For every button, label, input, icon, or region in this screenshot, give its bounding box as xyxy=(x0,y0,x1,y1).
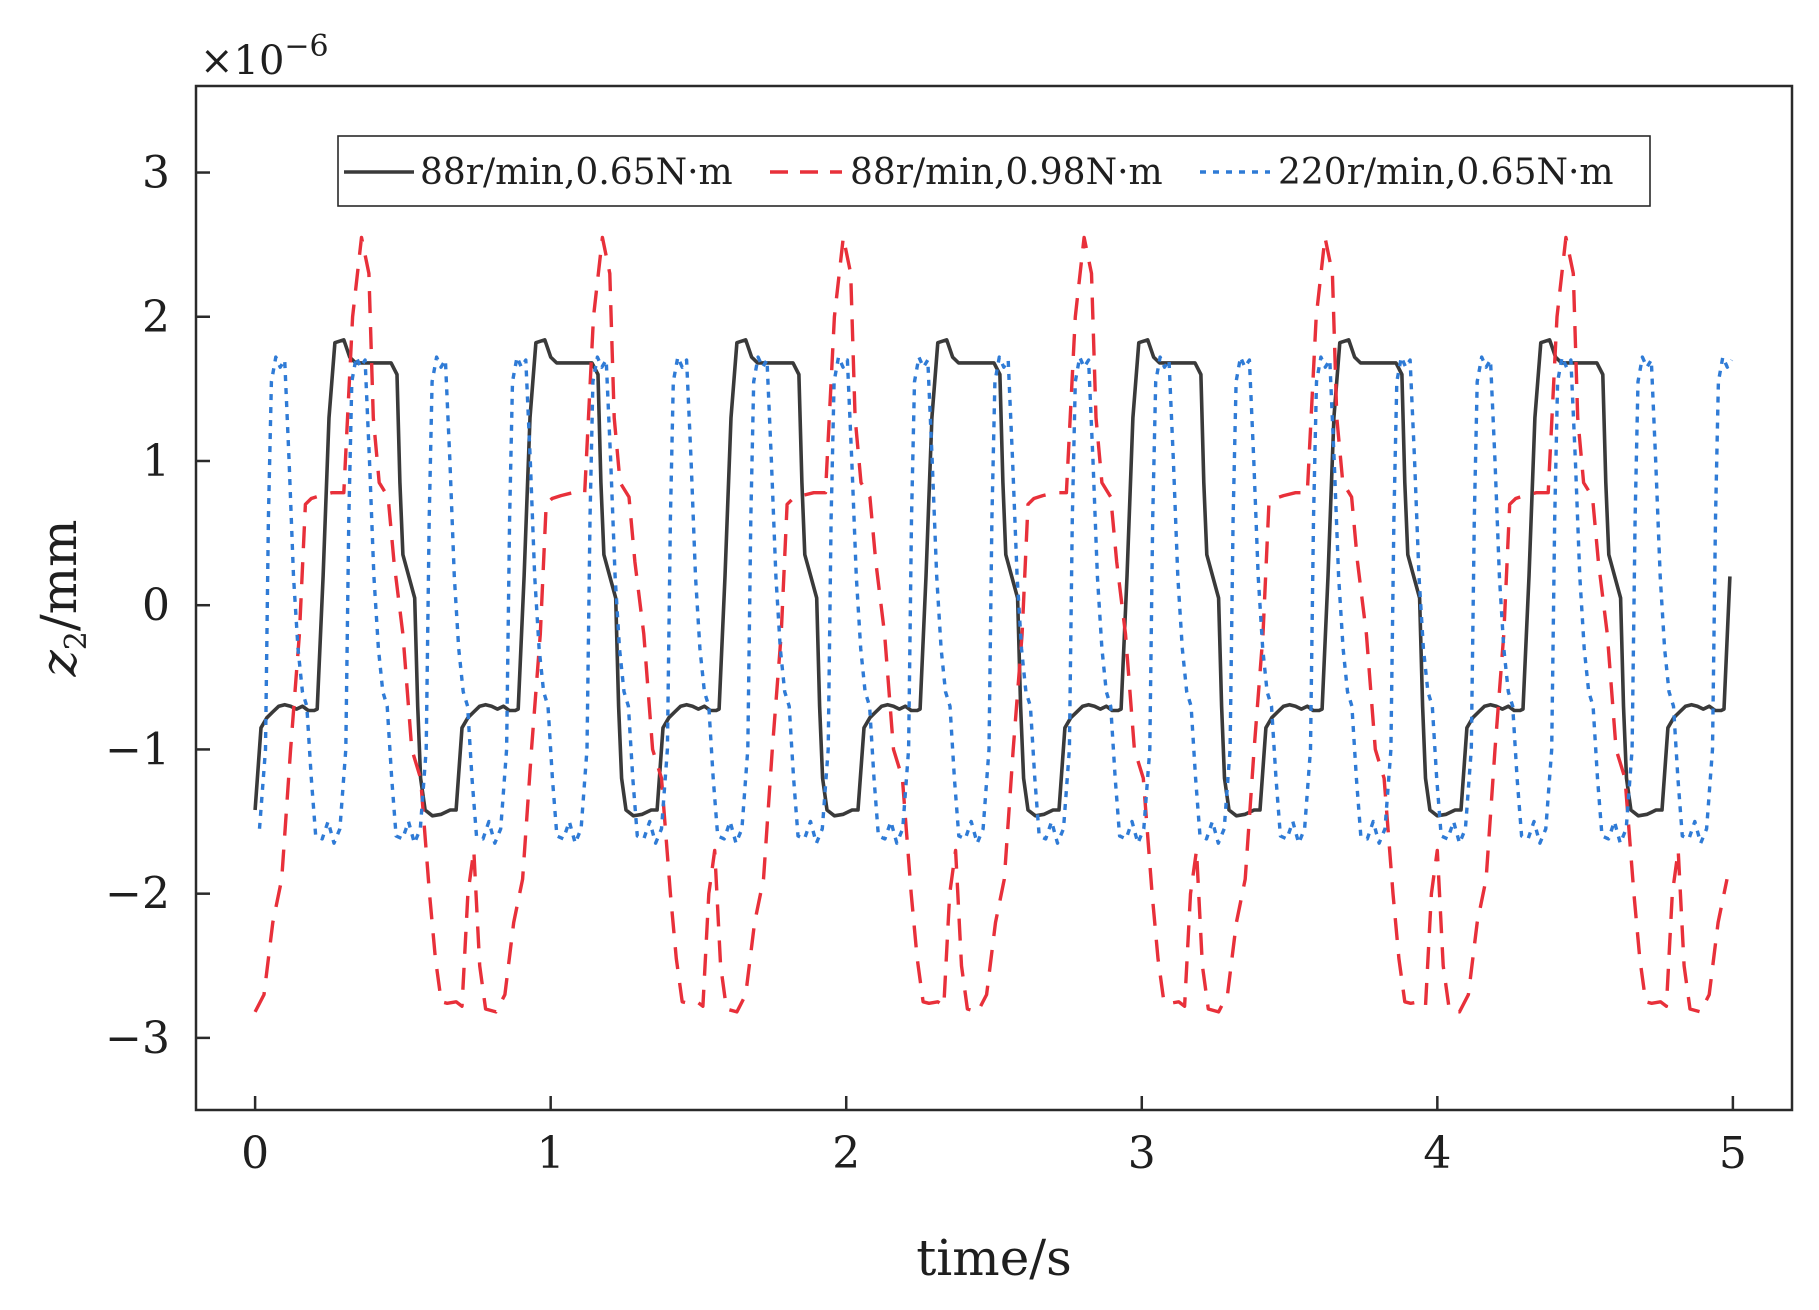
y-tick-label: 0 xyxy=(142,580,170,631)
series-line-1 xyxy=(253,338,1732,818)
y-tick-label: −1 xyxy=(105,724,170,775)
legend-item-series-1: 88r/min,0.65N·m xyxy=(344,152,733,193)
series-line-3 xyxy=(257,355,1734,845)
legend-label-series-2: 88r/min,0.98N·m xyxy=(850,152,1163,193)
y-tick-label: 3 xyxy=(142,148,170,199)
legend-item-series-2: 88r/min,0.98N·m xyxy=(770,152,1163,193)
legend: 88r/min,0.65N·m 88r/min,0.98N·m 220r/min… xyxy=(337,135,1651,207)
y-tick-label: 1 xyxy=(142,436,170,487)
plot-area-frame xyxy=(194,84,1794,1112)
y-tick-label: −3 xyxy=(105,1013,170,1064)
y-multiplier-label: ×10−6 xyxy=(200,29,329,84)
legend-label-series-1: 88r/min,0.65N·m xyxy=(420,152,733,193)
legend-label-series-3: 220r/min,0.65N·m xyxy=(1278,152,1614,193)
x-tick-label: 4 xyxy=(1423,1128,1451,1179)
x-tick-label: 0 xyxy=(241,1128,269,1179)
x-tick-label: 3 xyxy=(1128,1128,1156,1179)
x-tick-label: 5 xyxy=(1719,1128,1747,1179)
svg-text:z2/mm: z2/mm xyxy=(30,519,94,677)
series-layer xyxy=(253,235,1734,1014)
x-tick-label: 2 xyxy=(832,1128,860,1179)
y-axis: −3 −2 −1 0 1 2 3 xyxy=(105,148,210,1064)
y-tick-label: 2 xyxy=(142,292,170,343)
y-tick-label: −2 xyxy=(105,869,170,920)
series-line-2 xyxy=(253,235,1729,1014)
x-axis-title: time/s xyxy=(916,1229,1072,1287)
x-tick-label: 1 xyxy=(537,1128,565,1179)
legend-item-series-3: 220r/min,0.65N·m xyxy=(1200,152,1614,193)
legend-box xyxy=(337,135,1651,207)
x-axis: 0 1 2 3 4 5 xyxy=(241,1096,1747,1179)
y-axis-title: z2/mm xyxy=(30,519,94,677)
